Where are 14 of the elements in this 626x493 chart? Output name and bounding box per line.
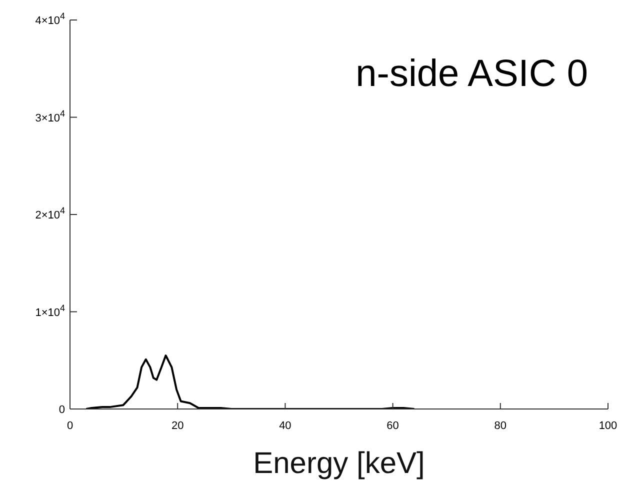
x-tick-label: 100 [598,420,618,432]
y-tick-label: 1×10$^{4}$ [35,302,65,319]
y-tick-label: 3×10$^{4}$ [35,108,65,124]
line-series [85,354,416,409]
y-tick-label: 0 [58,404,65,416]
y-tick-label: 2×10$^{4}$ [35,206,65,222]
x-tick-label: 0 [66,420,74,432]
x-axis-title: Energy [keV] [253,447,425,480]
annotation: n-side ASIC 0 [356,53,588,96]
y-tick-label: 4×10$^{4}$ [35,11,65,27]
x-tick-label: 80 [494,420,507,432]
x-tick-label: 40 [279,420,292,432]
x-tick-label: 60 [386,420,399,432]
x-tick-label: 20 [171,420,184,432]
